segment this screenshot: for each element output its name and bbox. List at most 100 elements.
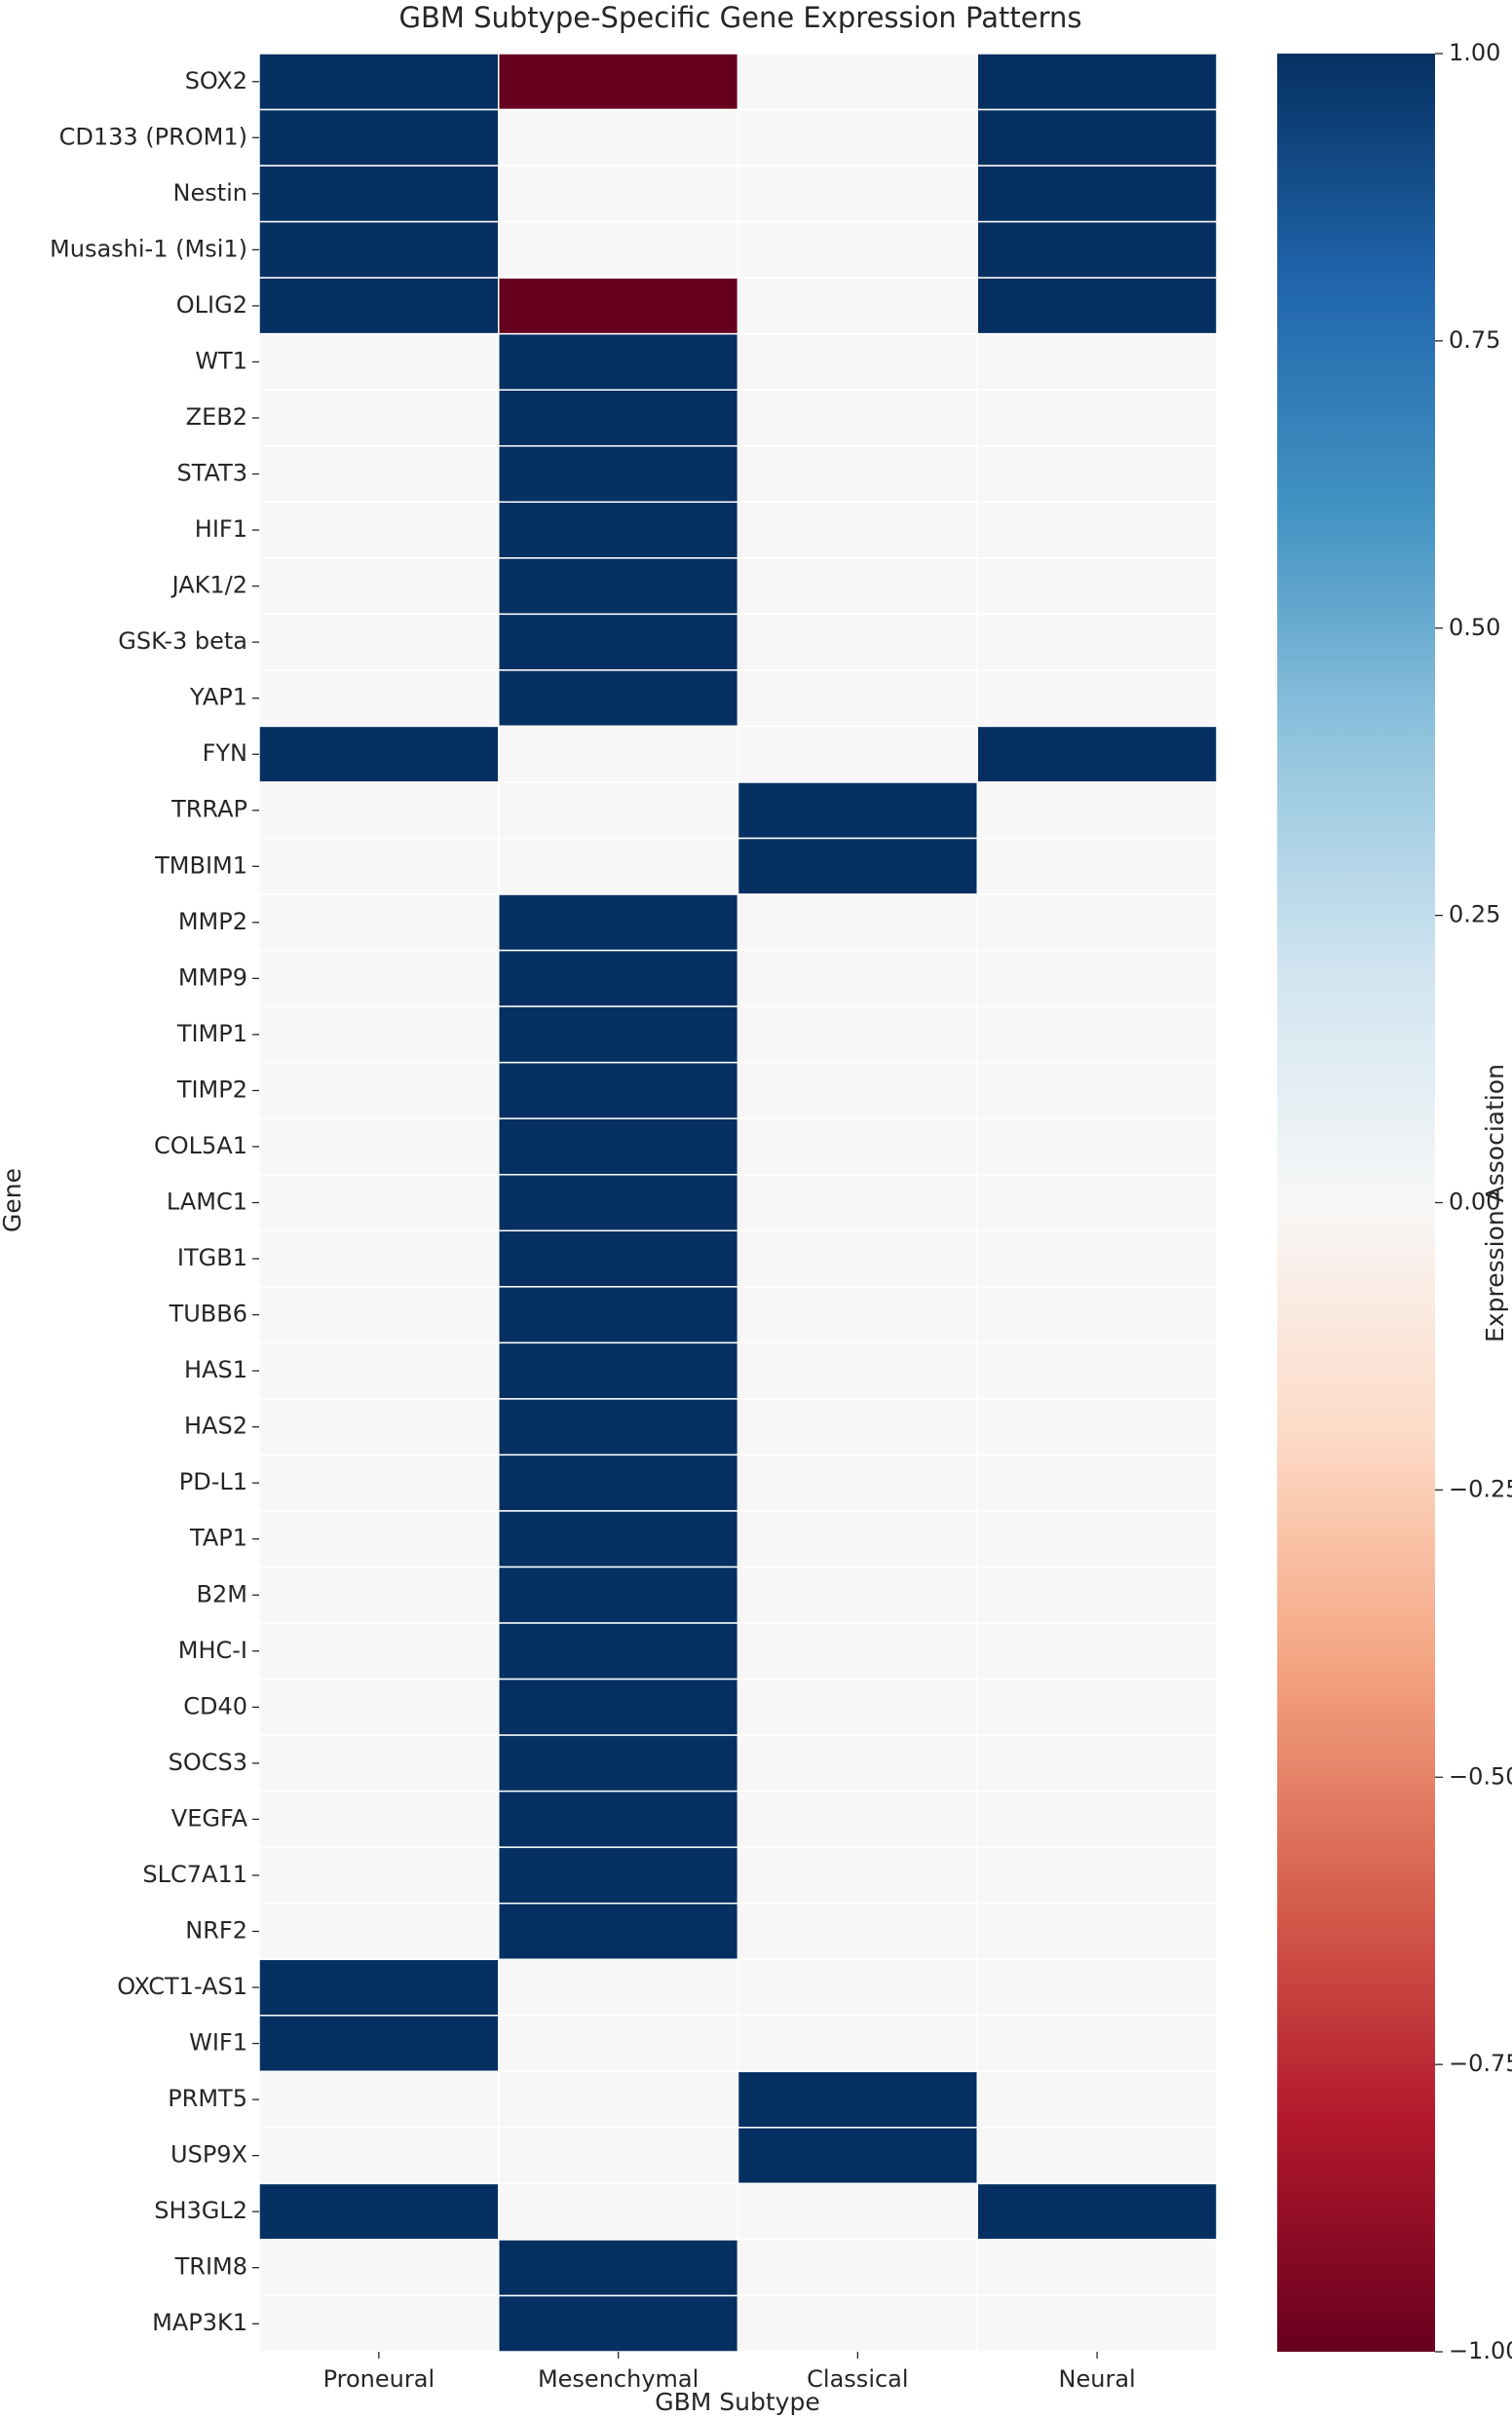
heatmap-cell [499, 951, 738, 1007]
heatmap-cell [738, 614, 978, 670]
heatmap-cell [499, 1567, 738, 1623]
row-label: PD-L1 [179, 1468, 247, 1495]
heatmap-cell [259, 1118, 499, 1175]
heatmap-cell [977, 1847, 1217, 1904]
heatmap-cell [977, 166, 1217, 222]
heatmap-cell [259, 1735, 499, 1792]
heatmap-cell [738, 1006, 978, 1063]
heatmap-cell [499, 839, 738, 895]
heatmap-cell [499, 1455, 738, 1511]
row-label: VEGFA [171, 1804, 248, 1832]
heatmap-cell [259, 1342, 499, 1399]
colorbar-tick-label: −0.25 [1449, 1475, 1512, 1502]
row-label: TUBB6 [169, 1301, 247, 1328]
row-labels: SOX2 CD133 (PROM1) Nestin Musashi-1 (Msi1) O… [50, 67, 259, 2336]
heatmap-cell [738, 726, 978, 782]
y-axis-label: Gene [0, 1168, 26, 1232]
heatmap-cell [977, 2183, 1217, 2240]
row-label: WT1 [195, 347, 247, 374]
heatmap-cell [738, 1455, 978, 1511]
heatmap-cell [259, 222, 499, 279]
row-label: SH3GL2 [154, 2197, 247, 2224]
heatmap-cell [738, 2016, 978, 2072]
row-label: SOCS3 [169, 1749, 247, 1776]
heatmap-cell [259, 839, 499, 895]
heatmap-cell [499, 1847, 738, 1904]
heatmap-cell [738, 1567, 978, 1623]
row-label: HAS2 [184, 1413, 247, 1440]
heatmap-cell [499, 1680, 738, 1736]
heatmap-cell [738, 1175, 978, 1231]
heatmap-cells [259, 54, 1217, 2352]
row-label: OXCT1-AS1 [117, 1973, 247, 2000]
heatmap-cell [738, 1511, 978, 1568]
heatmap-cell [977, 2295, 1217, 2352]
heatmap-cell [499, 1511, 738, 1568]
colorbar-tick-label: 0.50 [1449, 614, 1500, 641]
heatmap-cell [499, 166, 738, 222]
heatmap-cell [738, 2295, 978, 2352]
heatmap-cell [977, 2071, 1217, 2128]
row-label: MHC-I [178, 1637, 247, 1664]
heatmap-cell [738, 1959, 978, 2016]
row-label: Nestin [172, 179, 247, 207]
heatmap-cell [259, 1623, 499, 1680]
heatmap-cell [259, 2128, 499, 2184]
heatmap-cell [259, 1455, 499, 1511]
heatmap-cell [259, 1567, 499, 1623]
heatmap-cell [259, 670, 499, 727]
heatmap-cell [499, 390, 738, 446]
row-label: SLC7A11 [142, 1861, 247, 1888]
heatmap-cell [977, 1118, 1217, 1175]
row-label: SOX2 [185, 67, 247, 94]
heatmap-cell [977, 278, 1217, 334]
heatmap-cell [977, 1063, 1217, 1119]
heatmap-cell [259, 951, 499, 1007]
heatmap-cell [977, 558, 1217, 615]
row-label: NRF2 [185, 1916, 247, 1944]
heatmap-cell [259, 54, 499, 110]
heatmap-cell [738, 446, 978, 503]
heatmap-cell [738, 1623, 978, 1680]
row-label: STAT3 [176, 460, 247, 487]
heatmap-cell [738, 278, 978, 334]
row-label: YAP1 [189, 684, 247, 711]
heatmap-cell [738, 334, 978, 391]
heatmap-cell [977, 1735, 1217, 1792]
heatmap-cell [499, 278, 738, 334]
heatmap-cell [977, 1230, 1217, 1287]
heatmap-cell [259, 1063, 499, 1119]
heatmap-cell [977, 1455, 1217, 1511]
heatmap-cell [259, 166, 499, 222]
heatmap-cell [499, 1230, 738, 1287]
heatmap-cell [977, 502, 1217, 558]
heatmap-cell [977, 2240, 1217, 2296]
chart-title: GBM Subtype-Specific Gene Expression Pat… [399, 1, 1082, 34]
heatmap-cell [738, 839, 978, 895]
heatmap-cell [499, 222, 738, 279]
heatmap-cell [499, 1118, 738, 1175]
heatmap-cell [499, 2295, 738, 2352]
heatmap-cell [499, 1735, 738, 1792]
heatmap-cell [259, 334, 499, 391]
column-label: Classical [807, 2365, 908, 2393]
heatmap-cell [499, 614, 738, 670]
colorbar-tick-label: −0.75 [1449, 2050, 1512, 2077]
heatmap-cell [499, 110, 738, 167]
row-label: COL5A1 [154, 1132, 247, 1159]
colorbar-tick-label: 0.25 [1449, 901, 1500, 928]
heatmap-cell [738, 2071, 978, 2128]
x-axis-label: GBM Subtype [655, 2388, 819, 2416]
row-label: USP9X [170, 2141, 247, 2169]
heatmap-cell [738, 951, 978, 1007]
row-label: MAP3K1 [152, 2309, 247, 2336]
row-label: MMP2 [178, 908, 247, 935]
heatmap-cell [499, 1175, 738, 1231]
heatmap-cell [738, 2183, 978, 2240]
heatmap-cell [499, 1006, 738, 1063]
heatmap-cell [259, 1230, 499, 1287]
row-label: HAS1 [184, 1356, 247, 1383]
row-label: MMP9 [178, 963, 247, 991]
heatmap-cell [499, 1399, 738, 1455]
heatmap-cell [977, 894, 1217, 951]
